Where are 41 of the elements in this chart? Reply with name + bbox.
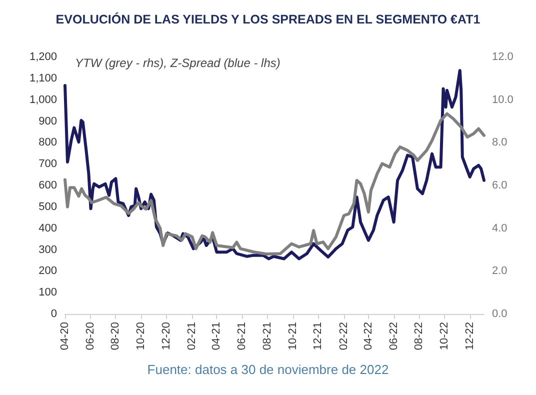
y-tick-label: 0 xyxy=(50,308,57,320)
x-tick-label: 06-22 xyxy=(388,322,400,350)
y2-tick-label: 10.0 xyxy=(492,94,514,106)
y-tick-label: 1,000 xyxy=(29,94,57,106)
x-tick-label: 02-22 xyxy=(338,322,350,350)
x-tick-label: 08-22 xyxy=(413,322,426,350)
x-tick-label: 10-20 xyxy=(135,322,148,350)
x-tick-label: 12-21 xyxy=(312,322,324,350)
source-note: Fuente: datos a 30 de noviembre de 2022 xyxy=(147,362,389,377)
y-tick-label: 400 xyxy=(38,222,57,234)
y2-tick-label: 6.0 xyxy=(492,180,508,192)
line-series xyxy=(64,112,486,256)
x-tick-label: 06-21 xyxy=(236,322,248,350)
y-tick-label: 200 xyxy=(38,265,57,278)
y-tick-label: 300 xyxy=(38,244,57,256)
y-tick-label: 800 xyxy=(38,136,57,149)
y2-tick-label: 0.0 xyxy=(492,308,508,320)
y2-tick-label: 12.0 xyxy=(492,51,514,63)
chart-title: EVOLUCIÓN DE LAS YIELDS Y LOS SPREADS EN EL SEGMENTO €AT1 xyxy=(56,12,480,26)
y-tick-label: 1,100 xyxy=(29,72,57,84)
x-tick-label: 04-20 xyxy=(59,322,71,350)
x-tick-label: 12-20 xyxy=(160,322,172,350)
x-tick-label: 10-22 xyxy=(438,322,451,350)
y-tick-label: 500 xyxy=(38,200,57,213)
x-tick-label: 02-21 xyxy=(186,322,198,350)
y-tick-label: 900 xyxy=(38,115,57,128)
x-tick-label: 04-21 xyxy=(210,322,223,350)
x-tick-label: 08-21 xyxy=(261,322,274,350)
x-tick-label: 04-22 xyxy=(362,322,374,350)
y-tick-label: 600 xyxy=(38,180,57,192)
x-tick-label: 10-21 xyxy=(286,322,299,350)
x-tick-label: 12-22 xyxy=(464,322,476,350)
chart-subtitle: YTW (grey - rhs), Z-Spread (blue - lhs) xyxy=(75,56,280,70)
x-tick-label: 08-20 xyxy=(110,322,122,350)
x-tick-label: 06-20 xyxy=(84,322,96,350)
y2-tick-label: 2.0 xyxy=(492,265,508,278)
y-tick-label: 100 xyxy=(38,286,57,299)
y2-tick-label: 4.0 xyxy=(492,222,508,234)
y-tick-label: 700 xyxy=(38,158,57,170)
y-tick-label: 1,200 xyxy=(29,51,57,63)
y2-tick-label: 8.0 xyxy=(492,136,508,149)
